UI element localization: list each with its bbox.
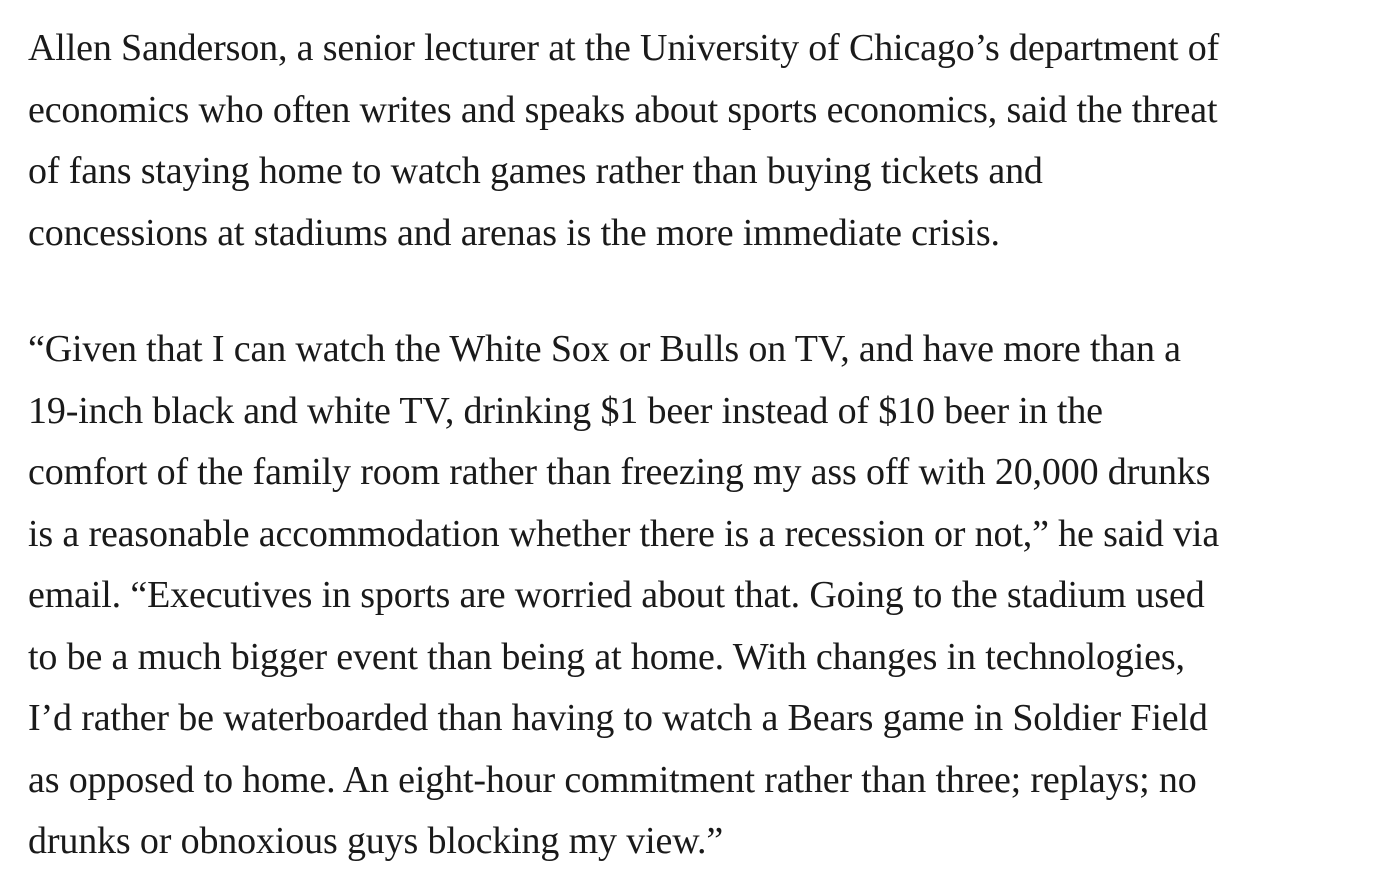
paragraph-2-line-9: drunks or obnoxious guys blocking my vie… bbox=[28, 820, 724, 862]
paragraph-2-line-3: comfort of the family room rather than f… bbox=[28, 451, 1211, 493]
article-paragraph-1: Allen Sanderson, a senior lecturer at th… bbox=[28, 18, 1354, 264]
paragraph-1-line-1: Allen Sanderson, a senior lecturer at th… bbox=[28, 27, 1220, 69]
paragraph-1-line-3: of fans staying home to watch games rath… bbox=[28, 150, 1043, 192]
paragraph-2-line-7: I’d rather be waterboarded than having t… bbox=[28, 697, 1208, 739]
paragraph-2-line-6: to be a much bigger event than being at … bbox=[28, 635, 1185, 678]
paragraph-2-line-4: is a reasonable accommodation whether th… bbox=[28, 512, 1220, 555]
paragraph-1-line-4: concessions at stadiums and arenas is th… bbox=[28, 211, 1000, 254]
article-paragraph-2: “Given that I can watch the White Sox or… bbox=[28, 319, 1354, 873]
paragraph-2-line-1: “Given that I can watch the White Sox or… bbox=[28, 328, 1181, 370]
paragraph-1-line-2: economics who often writes and speaks ab… bbox=[28, 88, 1218, 131]
paragraph-2-line-8: as opposed to home. An eight-hour commit… bbox=[28, 758, 1197, 801]
paragraph-2-line-5: email. “Executives in sports are worried… bbox=[28, 574, 1205, 616]
paragraph-2-line-2: 19-inch black and white TV, drinking $1 … bbox=[28, 389, 1103, 432]
